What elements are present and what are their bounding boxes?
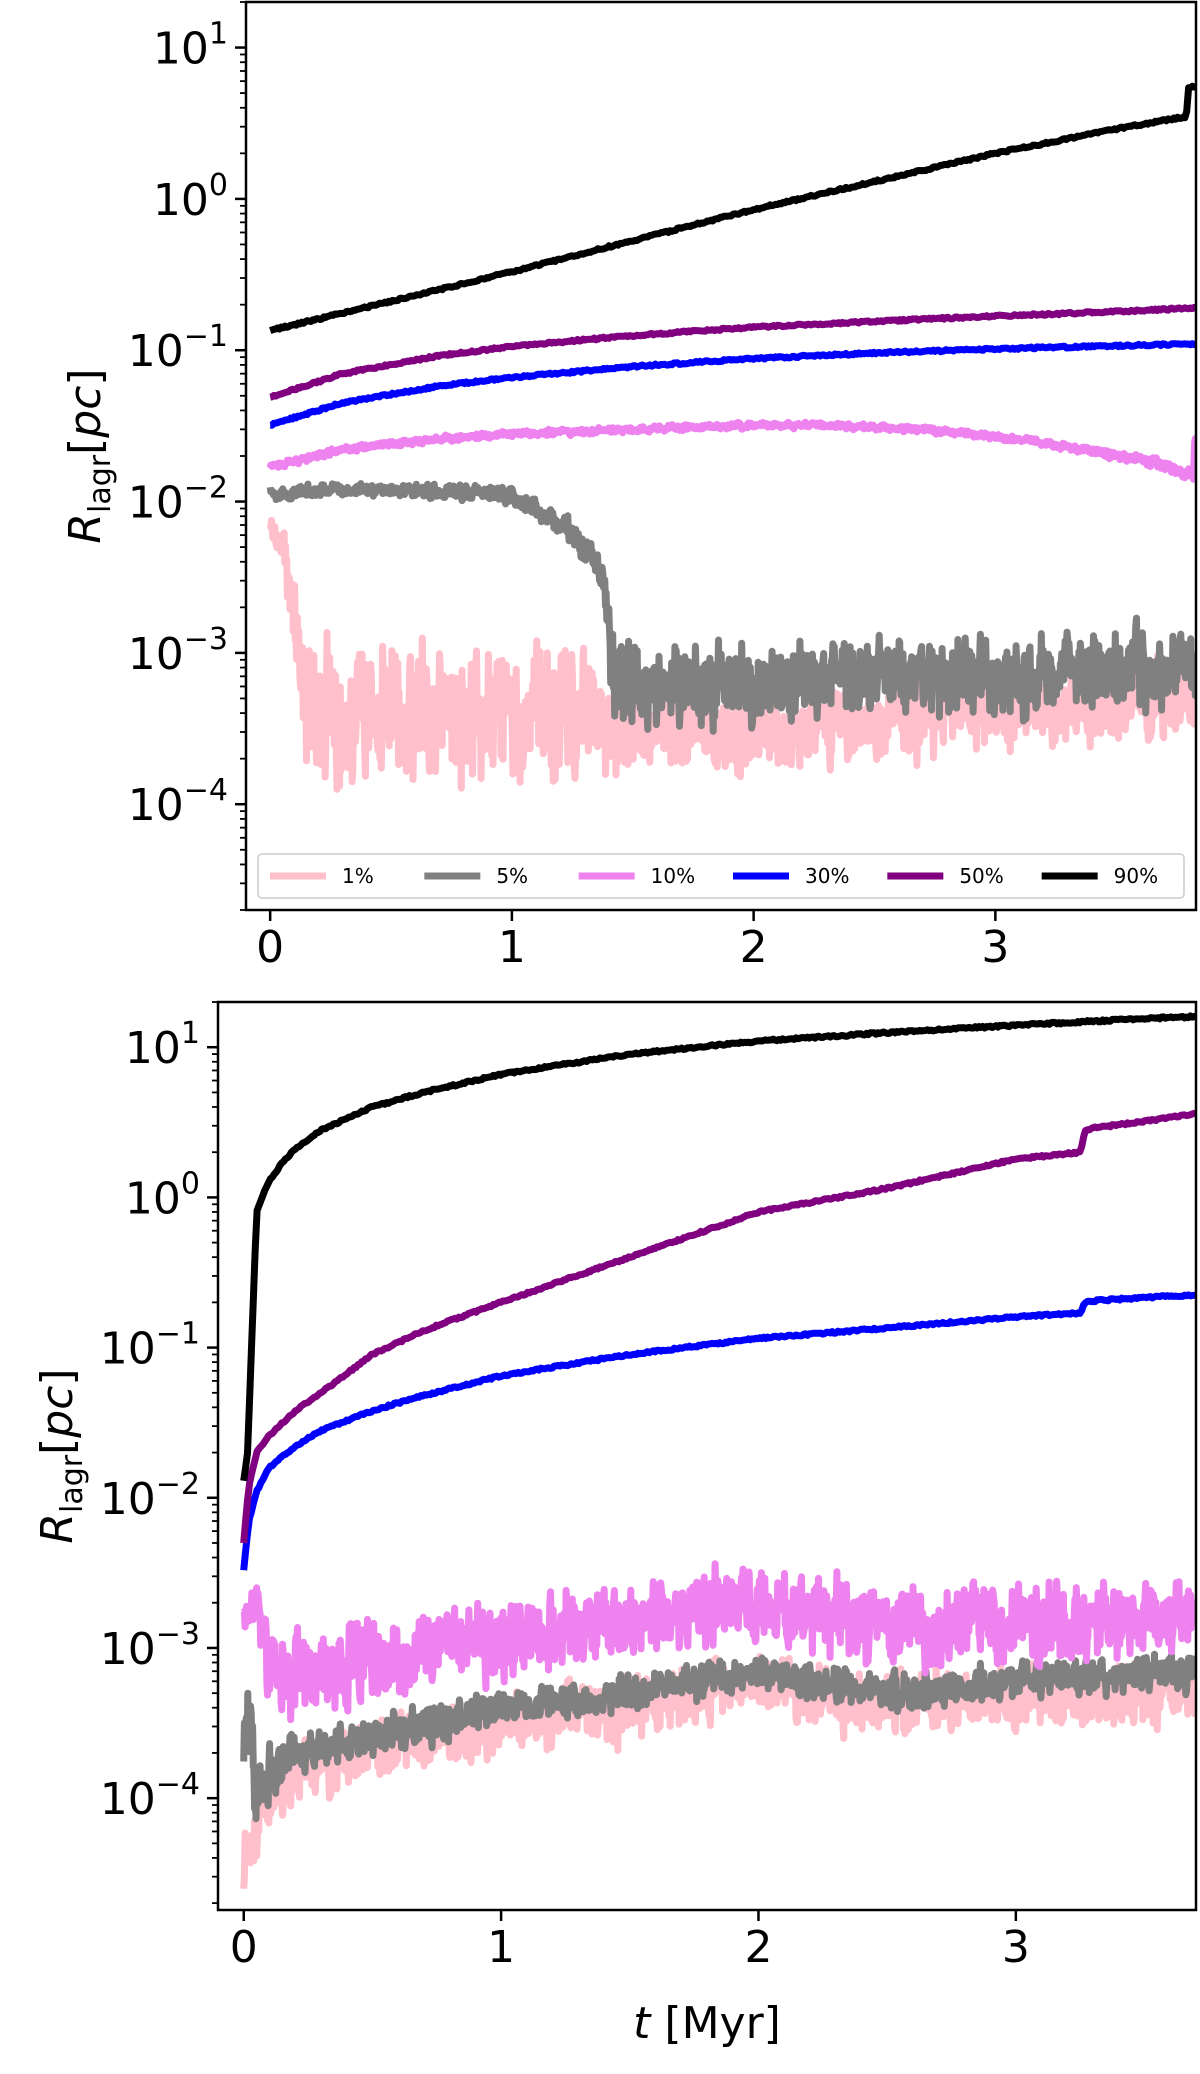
series-group [240,1012,1196,1889]
y-tick-label: 10−3 [128,622,228,680]
y-tick-label: 100 [125,1166,200,1224]
series-line-5pct [240,1650,1196,1823]
y-tick-label: 10−4 [128,773,228,831]
legend-label: 30% [805,864,849,888]
x-tick-label: 0 [256,922,284,973]
series-line-50pct [268,303,1196,401]
y-tick-label: 100 [153,168,228,226]
axes-frame [216,1000,1198,1912]
series-group [266,82,1196,793]
series-line-5pct [266,480,1196,735]
legend-label: 10% [651,864,695,888]
y-tick-label: 101 [153,17,228,75]
x-tick-label: 2 [744,1922,772,1973]
y-tick-label: 10−2 [100,1467,200,1525]
series-line-50pct [240,1109,1196,1544]
x-tick-label: 1 [487,1922,515,1973]
x-tick-label: 3 [981,922,1009,973]
series-line-30pct [268,340,1196,429]
x-tick-label: 2 [740,922,768,973]
legend-label: 1% [342,864,374,888]
x-tick-label: 1 [498,922,526,973]
x-tick-label: 0 [230,1922,258,1973]
series-line-10pct [240,1560,1196,1724]
series-line-1pct [266,517,1196,793]
x-axis-label: t [Myr] [633,1998,781,2049]
y-tick-label: 10−3 [100,1617,200,1675]
y-tick-label: 10−1 [100,1317,200,1375]
x-tick-label: 3 [1002,1922,1030,1973]
series-line-90pct [268,82,1196,334]
y-tick-label: 10−1 [128,319,228,377]
series-line-30pct [240,1291,1196,1571]
bottom-panel: 0 1 2 3 10−4 10−3 10−2 10−1 100 101 Rlagr[pc] t [My… [32,1000,1198,2049]
y-axis-label: Rlagr[pc] [60,368,118,543]
series-line-10pct [266,418,1196,483]
top-panel: 0 1 2 3 10−4 10−3 10−2 10−1 100 101 Rlagr[pc] 1% 5% 1… [60,0,1198,973]
series-line-90pct [240,1012,1196,1482]
legend-box [257,853,1185,899]
axes-frame [244,0,1198,912]
y-tick-label: 10−4 [100,1767,200,1825]
legend-label: 50% [959,864,1003,888]
y-axis-label: Rlagr[pc] [32,1368,90,1543]
legend-label: 5% [496,864,528,888]
y-tick-label: 10−2 [128,471,228,529]
y-tick-label: 101 [125,1016,200,1074]
legend-label: 90% [1114,864,1158,888]
